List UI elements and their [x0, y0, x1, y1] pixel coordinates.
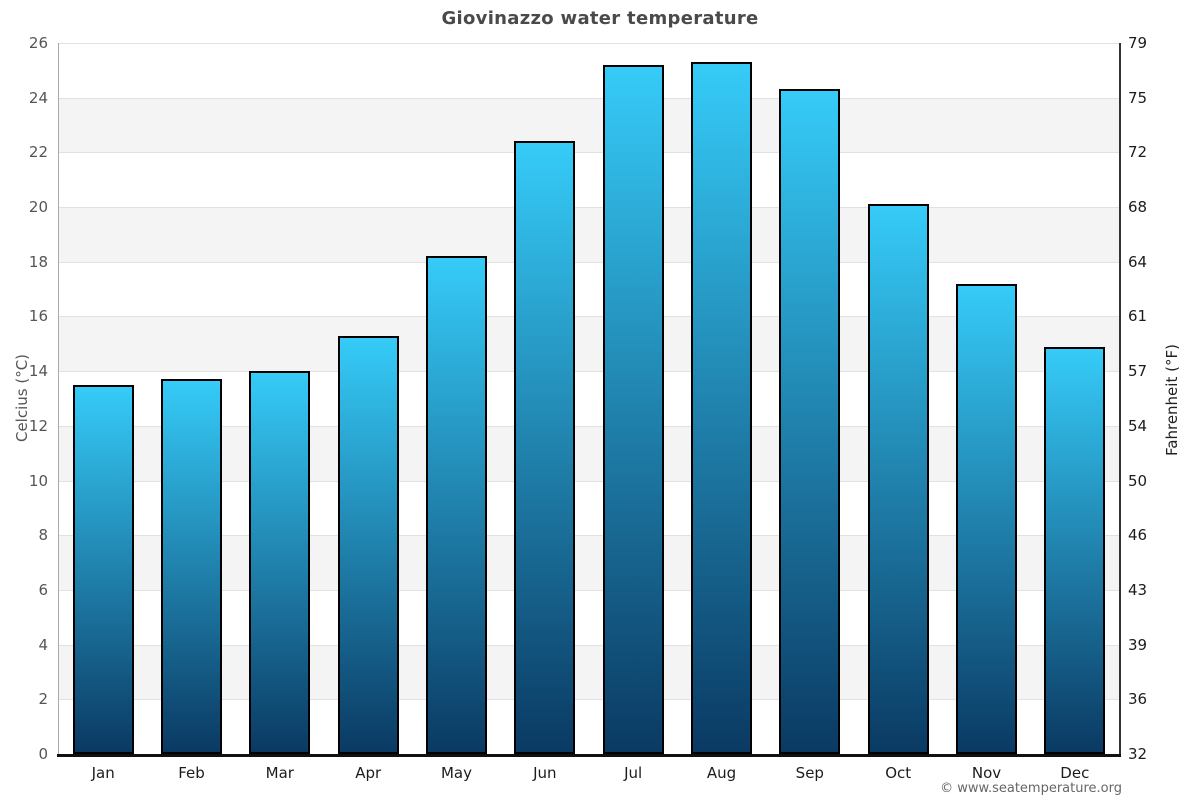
y-tick-fahrenheit: 36 [1128, 690, 1148, 709]
plot-band [59, 535, 1119, 590]
gridline [59, 43, 1119, 44]
plot-band [59, 261, 1119, 317]
y-tick-celsius: 18 [28, 252, 48, 271]
y-tick-fahrenheit: 57 [1128, 362, 1148, 381]
gridline [59, 535, 1119, 537]
bar-apr [337, 335, 399, 754]
y-tick-celsius: 4 [38, 635, 48, 654]
plot-band [59, 207, 1119, 262]
plot-band [59, 699, 1119, 754]
x-tick-month: Apr [355, 764, 382, 782]
chart-title: Giovinazzo water temperature [441, 8, 759, 29]
plot-band [59, 425, 1119, 481]
y-tick-celsius: 26 [28, 34, 48, 52]
gridline [59, 589, 1119, 591]
y-tick-celsius: 14 [28, 362, 48, 381]
x-tick-month: May [440, 764, 472, 782]
plot-band [59, 589, 1119, 645]
bar-dec [1044, 346, 1106, 754]
y-tick-celsius: 22 [28, 143, 48, 162]
x-tick-month: Dec [1060, 764, 1090, 782]
y-tick-celsius: 24 [28, 88, 48, 107]
copyright-text: © www.seatemperature.org [940, 781, 1122, 796]
y-tick-fahrenheit: 50 [1128, 471, 1148, 490]
plot-band [59, 316, 1119, 372]
y-tick-fahrenheit: 39 [1128, 635, 1148, 654]
plot-band [59, 480, 1119, 536]
bar-sep [779, 89, 841, 754]
x-tick-month: Jan [91, 764, 115, 782]
bar-jan [72, 384, 134, 754]
y-tick-fahrenheit: 32 [1128, 745, 1148, 763]
y-tick-fahrenheit: 72 [1128, 143, 1148, 162]
gridline [59, 316, 1119, 318]
y-tick-fahrenheit: 68 [1128, 198, 1148, 217]
bar-jun [514, 141, 576, 754]
gridline [59, 480, 1119, 482]
gridline [59, 425, 1119, 427]
plot-band [59, 152, 1119, 208]
right-axis-spine [1119, 43, 1121, 756]
x-tick-month: Feb [178, 764, 205, 782]
x-tick-month: Mar [265, 764, 294, 782]
bar-feb [161, 379, 222, 754]
plot-band [59, 43, 1119, 98]
plot-band [59, 97, 1119, 153]
y-tick-fahrenheit: 46 [1128, 526, 1148, 545]
y-tick-fahrenheit: 43 [1128, 580, 1148, 599]
gridline [59, 152, 1119, 154]
y-tick-celsius: 6 [38, 580, 48, 599]
y-tick-celsius: 20 [28, 198, 48, 217]
x-tick-month: Jul [624, 764, 643, 782]
y-tick-celsius: 0 [38, 745, 48, 763]
gridline [59, 97, 1119, 99]
plot-band [59, 644, 1119, 700]
x-tick-month: Sep [795, 764, 824, 782]
x-tick-month: Aug [706, 764, 737, 782]
y-tick-fahrenheit: 75 [1128, 88, 1148, 107]
bar-mar [249, 371, 311, 754]
gridline [59, 644, 1119, 646]
y-tick-fahrenheit: 61 [1128, 307, 1148, 326]
y-tick-celsius: 12 [28, 416, 48, 435]
gridline [59, 261, 1119, 263]
x-tick-month: Oct [885, 764, 912, 782]
y-tick-celsius: 2 [38, 690, 48, 709]
bar-jul [602, 64, 664, 754]
left-axis-spine [58, 43, 59, 754]
gridline [59, 207, 1119, 209]
y-tick-fahrenheit: 79 [1128, 34, 1148, 52]
y-tick-fahrenheit: 64 [1128, 252, 1148, 271]
x-tick-month: Nov [971, 764, 1002, 782]
bar-aug [691, 62, 752, 754]
x-axis-line [57, 754, 1121, 757]
y-tick-celsius: 8 [38, 526, 48, 545]
y-tick-fahrenheit: 54 [1128, 416, 1148, 435]
gridline [59, 699, 1119, 701]
y-tick-celsius: 16 [28, 307, 48, 326]
x-tick-month: Jun [533, 764, 557, 782]
y-tick-celsius: 10 [28, 471, 48, 490]
bar-may [426, 256, 487, 754]
bar-nov [956, 283, 1017, 754]
bar-oct [867, 204, 929, 754]
gridline [59, 371, 1119, 373]
plot-band [59, 371, 1119, 426]
plot-area [59, 43, 1119, 754]
